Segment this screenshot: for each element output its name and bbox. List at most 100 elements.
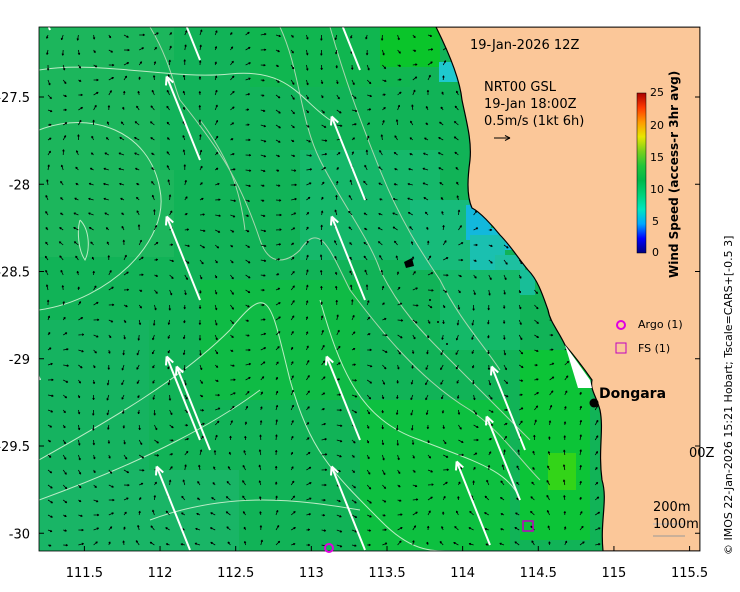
- current-vector: [47, 499, 53, 504]
- current-vector: [437, 152, 444, 156]
- current-vector: [275, 346, 280, 351]
- current-vector: [442, 495, 446, 501]
- current-vector: [306, 360, 310, 366]
- current-vector: [563, 449, 566, 456]
- current-vector: [199, 134, 202, 141]
- current-vector: [422, 167, 429, 171]
- current-vector: [138, 76, 141, 81]
- current-vector: [397, 484, 401, 488]
- current-vector: [77, 394, 81, 399]
- current-vector: [442, 225, 445, 231]
- current-vector: [380, 34, 384, 41]
- current-vector: [424, 211, 429, 216]
- current-vector: [78, 301, 82, 306]
- current-vector: [439, 541, 444, 546]
- current-vector: [123, 334, 126, 340]
- current-vector: [290, 79, 295, 85]
- current-vector: [382, 454, 385, 461]
- current-vector: [473, 424, 479, 429]
- current-vector: [243, 540, 247, 546]
- current-vector: [534, 334, 539, 339]
- current-vector: [108, 469, 113, 474]
- current-vector: [397, 34, 400, 41]
- current-vector: [154, 224, 158, 231]
- current-vector: [438, 167, 444, 171]
- current-vector: [484, 495, 490, 501]
- current-vector: [518, 319, 522, 325]
- current-vector: [242, 464, 246, 471]
- current-vector: [275, 169, 280, 172]
- current-vector: [458, 424, 462, 430]
- argo-legend-label: Argo (1): [638, 318, 683, 331]
- current-vector: [382, 528, 387, 532]
- current-vector: [367, 543, 371, 547]
- current-vector: [259, 496, 262, 501]
- current-vector: [530, 510, 535, 516]
- current-vector: [230, 274, 234, 280]
- current-vector: [396, 394, 399, 399]
- current-vector: [397, 64, 402, 67]
- fs-platform-marker[interactable]: [522, 520, 534, 532]
- current-vector: [409, 137, 414, 141]
- current-vector: [123, 526, 126, 531]
- dongara-marker[interactable]: [589, 398, 599, 408]
- current-vector: [364, 164, 368, 171]
- current-vector: [184, 274, 188, 281]
- current-vector: [62, 135, 67, 141]
- current-vector: [275, 64, 279, 68]
- current-vector: [412, 511, 418, 516]
- current-vector: [259, 511, 262, 516]
- current-vector: [473, 394, 476, 401]
- current-vector: [530, 496, 535, 501]
- current-vector: [245, 274, 251, 279]
- current-vector: [121, 394, 125, 400]
- current-vector: [121, 364, 125, 371]
- current-vector: [518, 289, 521, 294]
- current-vector: [259, 420, 263, 426]
- current-vector: [108, 270, 112, 276]
- current-vector: [230, 138, 234, 141]
- current-vector: [184, 228, 190, 231]
- current-vector: [441, 334, 444, 340]
- current-vector: [351, 151, 354, 156]
- current-vector: [426, 349, 429, 355]
- current-vector: [412, 525, 417, 531]
- current-vector: [533, 434, 536, 441]
- current-vector: [245, 77, 251, 81]
- current-vector: [427, 469, 433, 473]
- current-vector: [534, 319, 539, 324]
- current-vector: [549, 376, 555, 381]
- current-vector: [502, 319, 506, 324]
- current-vector: [366, 469, 371, 475]
- current-vector: [60, 34, 64, 41]
- current-vector: [349, 242, 353, 246]
- current-vector: [93, 78, 99, 82]
- current-vector: [260, 244, 267, 248]
- current-vector: [121, 225, 125, 231]
- current-vector: [488, 451, 492, 456]
- current-vector: [153, 409, 156, 416]
- current-vector: [213, 450, 217, 456]
- current-vector: [531, 540, 535, 546]
- current-vector: [290, 227, 296, 231]
- current-vector: [306, 466, 312, 471]
- current-vector: [594, 419, 599, 426]
- current-vector: [274, 481, 278, 486]
- current-vector: [45, 227, 49, 231]
- current-vector: [455, 167, 459, 171]
- argo-float-marker[interactable]: [324, 543, 334, 553]
- current-vector: [351, 314, 355, 321]
- current-vector: [290, 124, 295, 129]
- current-vector: [423, 197, 429, 201]
- current-vector: [427, 483, 434, 486]
- current-vector: [579, 525, 584, 531]
- current-vector: [425, 364, 429, 370]
- current-vector: [336, 469, 341, 473]
- current-vector: [199, 213, 205, 216]
- current-vector: [488, 259, 493, 264]
- current-vector: [245, 229, 250, 233]
- current-vector: [260, 406, 263, 411]
- current-vector: [454, 151, 459, 156]
- current-vector: [214, 135, 219, 141]
- current-vector: [139, 289, 143, 292]
